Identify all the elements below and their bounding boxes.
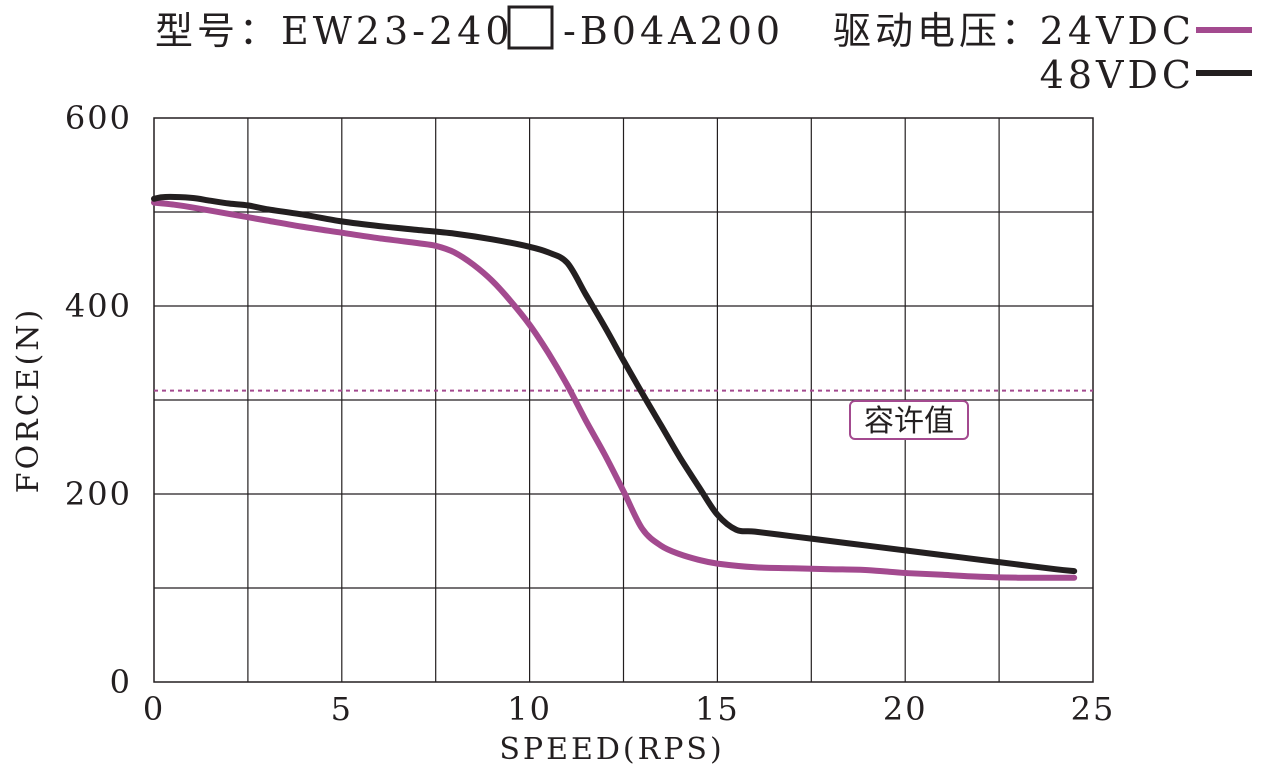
legend: 24VDC 48VDC — [1040, 9, 1252, 97]
annotation-label: 容许值 — [864, 404, 954, 439]
legend-label-48vdc: 48VDC — [1040, 53, 1195, 97]
legend-label-24vdc: 24VDC — [1040, 9, 1195, 53]
x-tick-label: 5 — [331, 690, 353, 728]
x-tick-label: 20 — [883, 690, 928, 728]
y-tick-label: 200 — [65, 475, 132, 513]
y-tick-labels: 0 200 400 600 — [65, 99, 132, 701]
plot-frame — [153, 117, 1094, 683]
y-tick-label: 600 — [65, 99, 132, 137]
y-tick-label: 0 — [110, 663, 132, 701]
x-tick-label: 25 — [1071, 690, 1116, 728]
title-model-suffix: -B04A200 — [563, 9, 784, 53]
allowable-value-annotation: 容许值 — [849, 400, 969, 440]
x-tick-label: 15 — [695, 690, 740, 728]
chart-title: 型号：EW23-240 -B04A200 驱动电压： — [155, 5, 1043, 53]
x-axis-label: SPEED(RPS) — [499, 732, 724, 767]
y-axis-label: FORCE(N) — [11, 307, 46, 494]
x-tick-label: 10 — [507, 690, 552, 728]
title-model-prefix: 型号：EW23-240 — [155, 9, 514, 53]
annotation-box — [849, 400, 969, 440]
series-line-24vdc — [151, 199, 1078, 581]
series-lines — [151, 193, 1078, 581]
x-tick-labels: 0 5 10 15 20 25 — [143, 690, 1116, 728]
x-tick-label: 0 — [143, 690, 165, 728]
y-tick-label: 400 — [65, 287, 132, 325]
series-line-48vdc — [151, 193, 1078, 575]
title-voltage-label: 驱动电压： — [833, 9, 1043, 53]
model-code-placeholder-box — [507, 5, 554, 50]
